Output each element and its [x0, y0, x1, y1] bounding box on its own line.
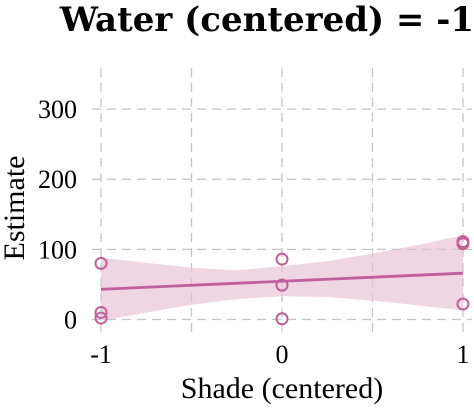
y-tick-label-0: 0: [64, 305, 77, 334]
y-tick-label-3: 300: [38, 95, 77, 124]
confidence-band: [101, 235, 463, 321]
y-axis-label: Estimate: [0, 156, 31, 261]
x-tick-label-2: 1: [456, 340, 469, 369]
data-point-8: [456, 297, 470, 311]
data-point-7: [456, 237, 470, 251]
data-point-3: [275, 252, 289, 266]
data-points: [94, 235, 470, 326]
x-axis-label: Shade (centered): [181, 372, 383, 405]
chart-title: Water (centered) = -1: [59, 0, 474, 40]
data-point-5: [275, 312, 289, 326]
data-point-1: [94, 305, 108, 319]
x-axis-ticks: -1 0 1: [90, 340, 469, 369]
confidence-band-layer: [101, 235, 463, 321]
x-tick-label-1: 0: [276, 340, 289, 369]
x-tick-label-0: -1: [90, 340, 112, 369]
y-tick-label-1: 100: [38, 235, 77, 264]
data-point-0: [94, 256, 108, 270]
data-point-4: [275, 278, 289, 292]
fit-line: [100, 271, 464, 291]
data-point-2: [94, 311, 108, 325]
fit-line-layer: [100, 271, 464, 291]
y-axis-ticks: 0 100 200 300: [38, 95, 77, 334]
y-tick-label-2: 200: [38, 165, 77, 194]
